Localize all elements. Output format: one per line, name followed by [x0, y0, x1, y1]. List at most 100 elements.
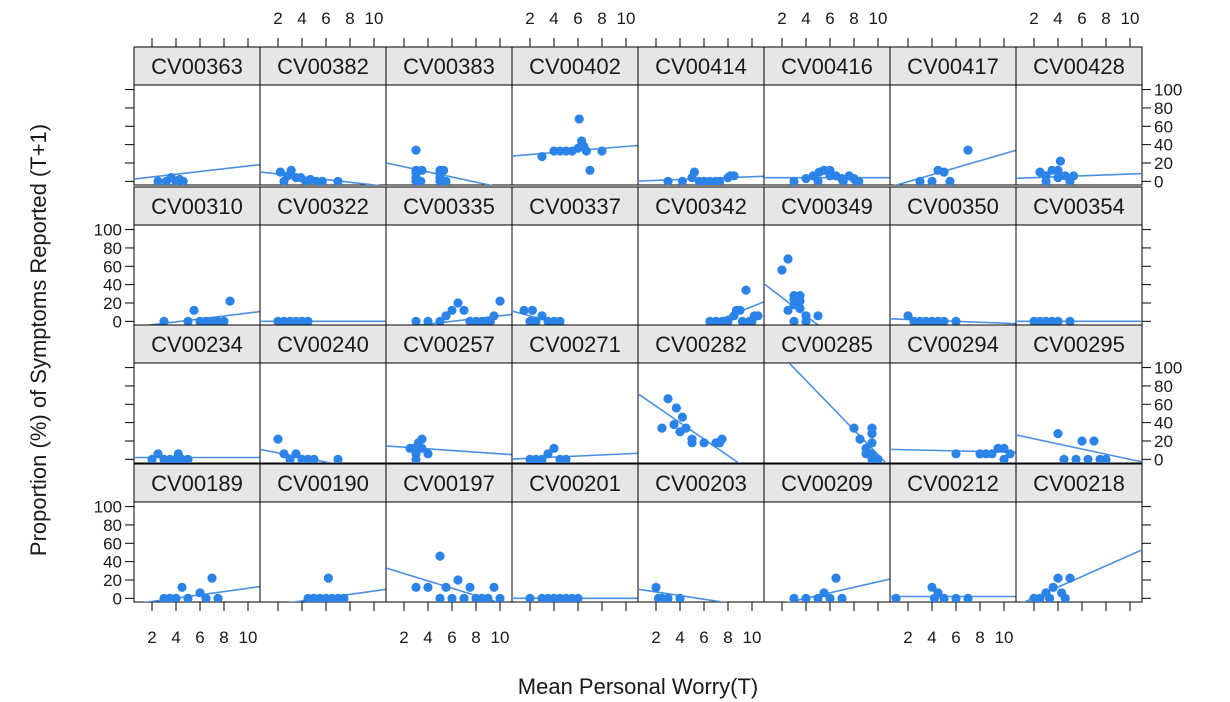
- x-tick-label-bottom: 10: [239, 628, 258, 647]
- data-point: [416, 177, 425, 186]
- panel-strip-label: CV00201: [529, 471, 621, 496]
- panel-cv00271: CV00271: [512, 325, 638, 464]
- data-point: [849, 424, 858, 433]
- panel-strip-label: CV00363: [151, 54, 243, 79]
- x-tick-label-bottom: 2: [903, 628, 912, 647]
- data-point: [831, 574, 840, 583]
- data-point: [459, 594, 468, 603]
- x-tick-label-bottom: 10: [995, 628, 1014, 647]
- panel-strip-label: CV00416: [781, 54, 873, 79]
- data-point: [225, 297, 234, 306]
- data-point: [715, 177, 724, 186]
- data-point: [459, 306, 468, 315]
- x-tick-label-top: 6: [825, 9, 834, 28]
- y-tick-label-right: 80: [1154, 377, 1173, 396]
- x-tick-label-bottom: 10: [491, 628, 510, 647]
- data-point: [411, 455, 420, 464]
- data-point: [189, 306, 198, 315]
- data-point: [795, 291, 804, 300]
- panel-cv00295: CV00295: [1016, 325, 1142, 464]
- x-tick-label-bottom: 2: [147, 628, 156, 647]
- data-point: [687, 438, 696, 447]
- data-point: [951, 449, 960, 458]
- panel-strip-label: CV00337: [529, 194, 621, 219]
- data-point: [1077, 436, 1086, 445]
- data-point: [417, 166, 426, 175]
- data-point: [801, 594, 810, 603]
- x-tick-label-bottom: 6: [195, 628, 204, 647]
- data-point: [717, 435, 726, 444]
- data-point: [1089, 436, 1098, 445]
- y-tick-label-right: 0: [1154, 172, 1163, 191]
- x-tick-label-top: 8: [597, 9, 606, 28]
- data-point: [1056, 157, 1065, 166]
- data-point: [582, 146, 591, 155]
- data-point: [690, 168, 699, 177]
- panel-frame: [512, 363, 638, 463]
- y-tick-label-left: 100: [94, 221, 122, 240]
- panel-strip-label: CV00203: [655, 471, 747, 496]
- data-point: [273, 435, 282, 444]
- data-point: [179, 177, 188, 186]
- data-point: [951, 594, 960, 603]
- panel-strip-label: CV00197: [403, 471, 495, 496]
- data-point: [453, 298, 462, 307]
- panel-frame: [260, 225, 386, 325]
- panel-strip-label: CV00322: [277, 194, 369, 219]
- panel-frame: [890, 502, 1016, 602]
- data-point: [489, 583, 498, 592]
- y-tick-label-left: 100: [94, 498, 122, 517]
- data-point: [447, 306, 456, 315]
- panel-strip-label: CV00257: [403, 332, 495, 357]
- x-tick-label-top: 10: [1121, 9, 1140, 28]
- y-tick-label-right: 20: [1154, 154, 1173, 173]
- data-point: [519, 306, 528, 315]
- data-point: [213, 594, 222, 603]
- data-point: [678, 413, 687, 422]
- panel-cv00197: CV00197: [386, 464, 512, 607]
- panel-cv00294: CV00294: [890, 325, 1016, 464]
- data-point: [663, 177, 672, 186]
- data-point: [1083, 455, 1092, 464]
- panel-strip-label: CV00294: [907, 332, 999, 357]
- y-tick-label-right: 20: [1154, 432, 1173, 451]
- panel-strip-label: CV00383: [403, 54, 495, 79]
- data-point: [939, 594, 948, 603]
- data-point: [657, 424, 666, 433]
- panel-frame: [1016, 85, 1142, 185]
- data-point: [417, 435, 426, 444]
- x-tick-label-bottom: 10: [743, 628, 762, 647]
- data-point: [489, 311, 498, 320]
- data-point: [435, 552, 444, 561]
- data-point: [561, 455, 570, 464]
- data-point: [678, 177, 687, 186]
- data-point: [183, 455, 192, 464]
- panel-cv00285: CV00285: [764, 325, 890, 467]
- data-point: [855, 435, 864, 444]
- data-point: [333, 455, 342, 464]
- panel-strip-label: CV00417: [907, 54, 999, 79]
- x-tick-label-top: 4: [297, 9, 306, 28]
- panel-frame: [890, 225, 1016, 325]
- panel-strip-label: CV00240: [277, 332, 369, 357]
- x-tick-label-top: 6: [1077, 9, 1086, 28]
- data-point: [681, 424, 690, 433]
- panel-cv00382: CV00382: [260, 47, 386, 186]
- data-point: [1049, 583, 1058, 592]
- panel-frame: [638, 85, 764, 185]
- x-tick-label-top: 8: [1101, 9, 1110, 28]
- data-point: [867, 429, 876, 438]
- panel-frame: [764, 502, 890, 602]
- data-point: [867, 438, 876, 447]
- panel-cv00354: CV00354: [1016, 187, 1142, 326]
- x-tick-label-bottom: 8: [471, 628, 480, 647]
- panel-cv00240: CV00240: [260, 325, 386, 474]
- x-tick-label-bottom: 4: [171, 628, 180, 647]
- y-tick-label-left: 40: [103, 276, 122, 295]
- y-tick-label-right: 60: [1154, 117, 1173, 136]
- x-tick-label-top: 4: [1053, 9, 1062, 28]
- data-point: [699, 438, 708, 447]
- y-tick-label-left: 80: [103, 239, 122, 258]
- y-tick-label-right: 80: [1154, 99, 1173, 118]
